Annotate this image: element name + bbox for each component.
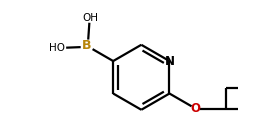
Text: N: N [165,55,175,68]
Text: OH: OH [83,13,98,23]
Text: B: B [82,39,92,52]
Text: HO: HO [49,43,65,53]
Text: O: O [191,102,201,115]
